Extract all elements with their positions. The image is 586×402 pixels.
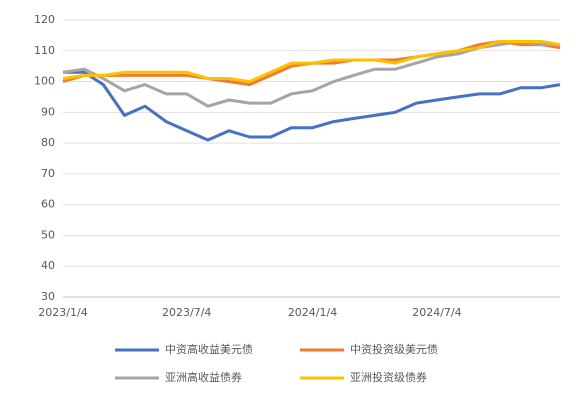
y-tick-label: 120 [34, 13, 55, 26]
y-tick-label: 60 [41, 198, 55, 211]
series-line [62, 40, 561, 84]
y-tick-label: 90 [41, 105, 55, 118]
x-tick-label: 2024/7/4 [412, 306, 461, 319]
y-tick-label: 110 [34, 44, 55, 57]
y-tick-label: 100 [34, 75, 55, 88]
legend-label: 亚洲投资级债券 [350, 370, 427, 384]
legend-label: 中资高收益美元债 [165, 342, 253, 356]
x-tick-label: 2023/1/4 [38, 306, 87, 319]
legend-label: 亚洲高收益债券 [165, 370, 242, 384]
y-tick-label: 80 [41, 136, 55, 149]
y-tick-label: 30 [41, 290, 55, 303]
y-tick-label: 40 [41, 259, 55, 272]
series-line [63, 70, 561, 142]
y-tick-label: 70 [41, 167, 55, 180]
x-tick-label: 2023/7/4 [162, 306, 211, 319]
x-tick-label: 2024/1/4 [288, 306, 337, 319]
y-tick-label: 50 [41, 228, 55, 241]
legend-label: 中资投资级美元债 [350, 342, 438, 356]
